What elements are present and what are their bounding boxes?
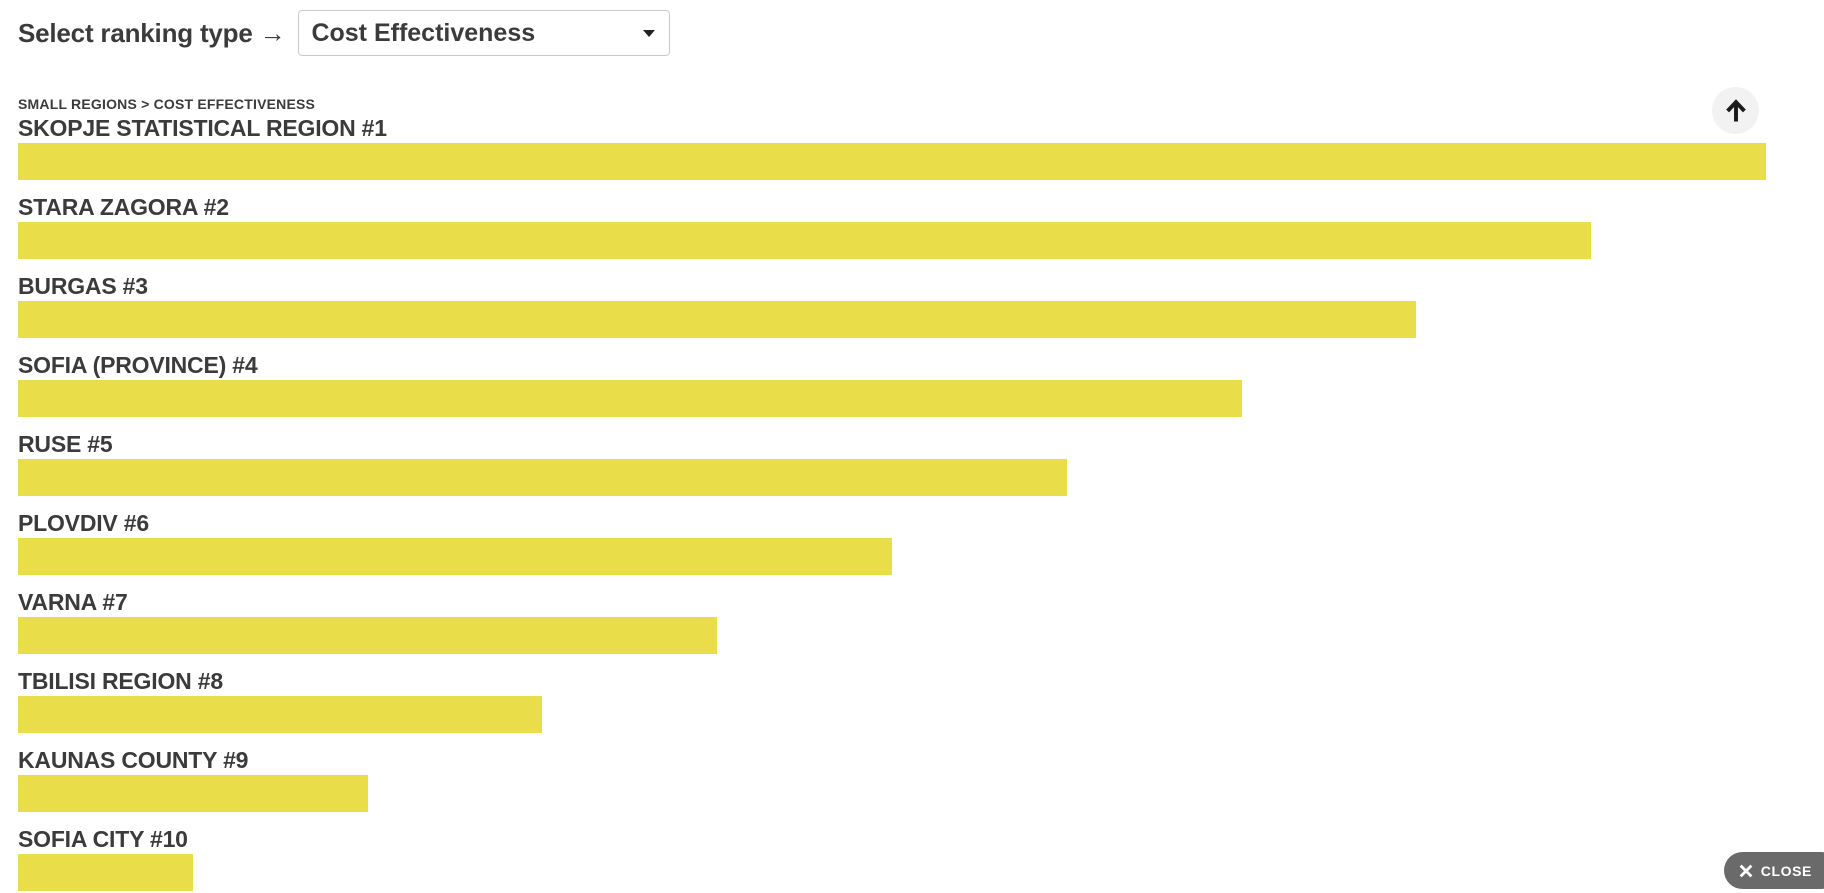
region-label: PLOVDIV #6 (18, 510, 149, 536)
scroll-to-top-button[interactable] (1712, 87, 1759, 134)
region-bar[interactable] (18, 380, 1242, 417)
region-bar[interactable] (18, 775, 368, 812)
region-bar[interactable] (18, 696, 543, 733)
ranking-row: KAUNAS COUNTY #9 (18, 747, 1766, 812)
region-bar[interactable] (18, 143, 1766, 180)
ranking-type-header: Select ranking type → Cost Effectiveness (0, 0, 1824, 56)
region-bar[interactable] (18, 301, 1417, 338)
ranking-row: BURGAS #3 (18, 273, 1766, 338)
region-label: SOFIA CITY #10 (18, 826, 188, 852)
arrow-up-icon (1722, 97, 1750, 125)
close-x-icon (1739, 864, 1753, 878)
ranking-row: PLOVDIV #6 (18, 510, 1766, 575)
region-label: SKOPJE STATISTICAL REGION #1 (18, 115, 387, 141)
region-label: SOFIA (PROVINCE) #4 (18, 352, 258, 378)
ranking-row: SOFIA (PROVINCE) #4 (18, 352, 1766, 417)
ranking-type-select-wrap: Cost Effectiveness (298, 10, 671, 56)
ranking-row: RUSE #5 (18, 431, 1766, 496)
region-bar[interactable] (18, 617, 718, 654)
region-bar[interactable] (18, 854, 193, 891)
ranking-type-select[interactable]: Cost Effectiveness (298, 10, 671, 56)
ranking-row: STARA ZAGORA #2 (18, 194, 1766, 259)
region-bar[interactable] (18, 538, 892, 575)
region-label: BURGAS #3 (18, 273, 148, 299)
breadcrumb: SMALL REGIONS > COST EFFECTIVENESS (18, 96, 316, 112)
ranking-list: SKOPJE STATISTICAL REGION #1 STARA ZAGOR… (18, 115, 1766, 891)
region-label: STARA ZAGORA #2 (18, 194, 229, 220)
ranking-row: VARNA #7 (18, 589, 1766, 654)
region-label: TBILISI REGION #8 (18, 668, 223, 694)
close-button-label: CLOSE (1760, 862, 1812, 879)
region-label: VARNA #7 (18, 589, 128, 615)
ranking-type-label: Select ranking type → (18, 17, 286, 48)
ranking-row: TBILISI REGION #8 (18, 668, 1766, 733)
ranking-row: SKOPJE STATISTICAL REGION #1 (18, 115, 1766, 180)
region-bar[interactable] (18, 459, 1067, 496)
ranking-row: SOFIA CITY #10 (18, 826, 1766, 891)
close-button[interactable]: CLOSE (1723, 852, 1824, 889)
region-bar[interactable] (18, 222, 1592, 259)
region-label: KAUNAS COUNTY #9 (18, 747, 249, 773)
region-label: RUSE #5 (18, 431, 113, 457)
